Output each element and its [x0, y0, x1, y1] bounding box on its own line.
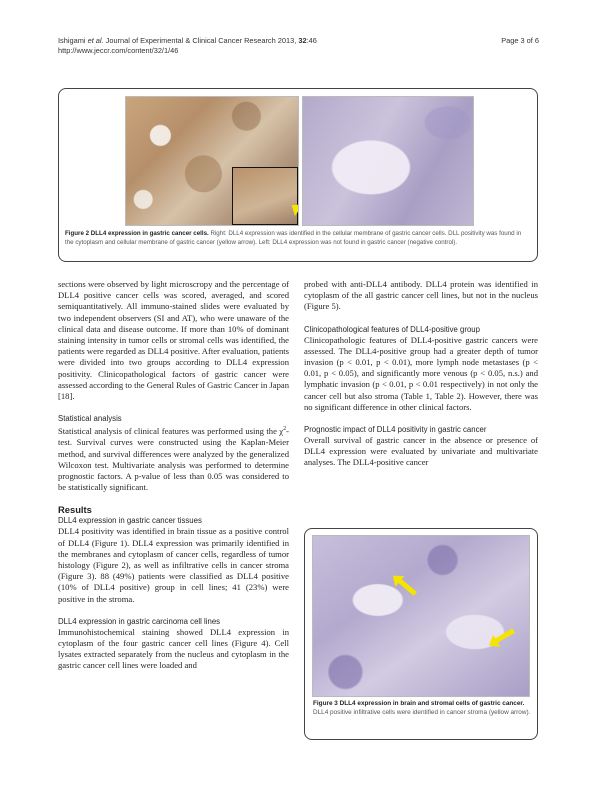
results-heading: Results	[58, 504, 92, 516]
citation-line: Ishigami et al. Journal of Experimental …	[58, 36, 317, 46]
figure-2-caption: Figure 2 DLL4 expression in gastric canc…	[65, 229, 531, 248]
cell-line-subheading: DLL4 expression in gastric carcinoma cel…	[58, 616, 221, 626]
page-number: Page 3 of 6	[501, 36, 539, 45]
figure-2-positive-image	[125, 96, 299, 226]
right-column: probed with anti-DLL4 antibody. DLL4 pro…	[304, 279, 538, 469]
citation-page: :46	[306, 36, 317, 45]
citation-volume: 32	[298, 36, 307, 45]
figure-3-caption: Figure 3 DLL4 expression in brain and st…	[313, 699, 531, 717]
yellow-arrow-icon	[395, 576, 417, 596]
prognostic-paragraph: Overall survival of gastric cancer in th…	[304, 435, 538, 468]
cell-line-paragraph: Immunohistochemical staining showed DLL4…	[58, 626, 289, 671]
cell-line-continuation: probed with anti-DLL4 antibody. DLL4 pro…	[304, 279, 538, 312]
running-header: Ishigami et al. Journal of Experimental …	[58, 36, 317, 56]
figure-2-label: Figure 2 DLL4 expression in gastric canc…	[65, 230, 209, 237]
figure-3: Figure 3 DLL4 expression in brain and st…	[304, 528, 538, 740]
figure-2-negative-control-image	[302, 96, 474, 226]
prognostic-heading: Prognostic impact of DLL4 positivity in …	[304, 425, 487, 435]
statistical-analysis-heading: Statistical analysis	[58, 414, 122, 424]
citation-etal: et al.	[87, 36, 104, 45]
figure-2-caption-text: Right: DLL4 expression was identified in…	[65, 230, 522, 247]
figure-3-label: Figure 3 DLL4 expression in brain and st…	[313, 700, 525, 707]
article-url[interactable]: http://www.jeccr.com/content/32/1/46	[58, 46, 179, 55]
citation-journal: Journal of Experimental & Clinical Cance…	[103, 36, 276, 45]
figure-2: Figure 2 DLL4 expression in gastric canc…	[58, 88, 538, 262]
figure-3-image	[312, 535, 530, 697]
clinicopathological-heading: Clinicopathological features of DLL4-pos…	[304, 324, 480, 334]
methods-paragraph: sections were observed by light microscr…	[58, 279, 289, 402]
citation-year: 2013,	[275, 36, 299, 45]
stat-text-b: -test. Survival curves were constructed …	[58, 426, 289, 493]
figure-2-inset	[232, 167, 298, 225]
citation-authors: Ishigami	[58, 36, 88, 45]
statistical-analysis-paragraph: Statistical analysis of clinical feature…	[58, 424, 289, 493]
left-column: sections were observed by light microscr…	[58, 279, 289, 672]
stat-text-a: Statistical analysis of clinical feature…	[58, 426, 284, 437]
tissue-subheading: DLL4 expression in gastric cancer tissue…	[58, 516, 202, 526]
figure-3-caption-text: DLL4 positive infiltrative cells were id…	[313, 709, 531, 717]
tissue-paragraph: DLL4 positivity was identified in brain …	[58, 526, 289, 604]
clinicopathological-paragraph: Clinicopathologic features of DLL4-posit…	[304, 334, 538, 412]
chi-square-superscript: 2	[283, 426, 287, 433]
yellow-arrow-icon	[491, 628, 516, 645]
